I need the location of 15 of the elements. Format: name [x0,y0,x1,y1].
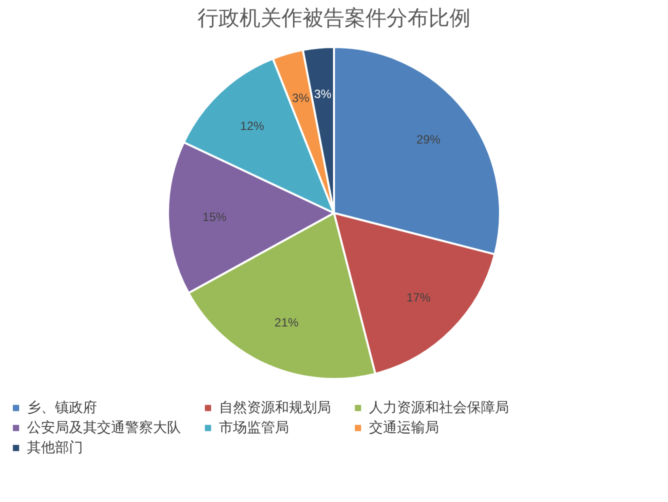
legend-label: 人力资源和社会保障局 [369,399,509,415]
legend-label: 公安局及其交通警察大队 [27,419,181,435]
data-label: 3% [292,91,310,106]
data-label: 3% [314,87,332,102]
legend-label: 其他部门 [27,439,83,455]
legend-label: 交通运输局 [369,419,439,435]
data-label: 21% [274,316,299,330]
legend-label: 乡、镇政府 [27,399,97,415]
data-label: 15% [202,210,227,224]
data-label: 29% [416,132,441,147]
data-label: 12% [240,118,265,133]
data-label: 17% [406,290,431,305]
chart-title: 行政机关作被告案件分布比例 [198,6,470,30]
legend-label: 自然资源和规划局 [219,399,331,415]
legend-label: 市场监管局 [219,419,289,435]
